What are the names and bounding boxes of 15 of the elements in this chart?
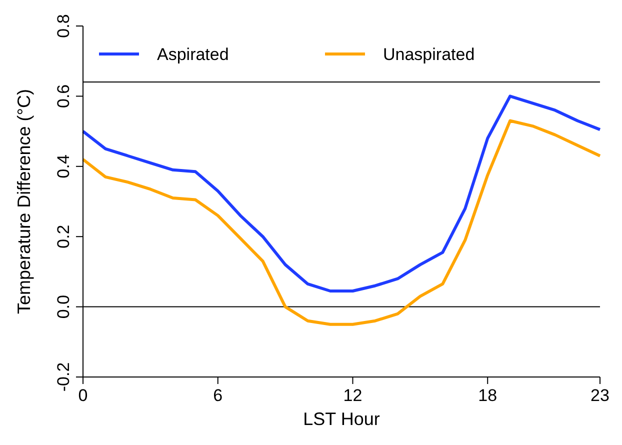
y-axis-title: Temperature Difference (°C)	[14, 89, 34, 314]
x-tick-label: 23	[590, 386, 610, 405]
y-tick-label: 0.0	[54, 294, 73, 319]
x-axis-title: LST Hour	[303, 409, 380, 429]
legend-label: Unaspirated	[383, 45, 475, 64]
y-tick-label: 0.6	[54, 84, 73, 108]
y-tick-label: 0.2	[54, 224, 73, 248]
y-tick-label: 0.4	[54, 154, 73, 178]
x-tick-label: 12	[343, 386, 362, 405]
legend-label: Aspirated	[157, 45, 229, 64]
y-tick-label: 0.8	[54, 14, 73, 38]
x-tick-label: 6	[213, 386, 223, 405]
x-tick-label: 18	[478, 386, 498, 405]
x-tick-label: 0	[78, 386, 88, 405]
y-tick-label: -0.2	[54, 362, 73, 392]
